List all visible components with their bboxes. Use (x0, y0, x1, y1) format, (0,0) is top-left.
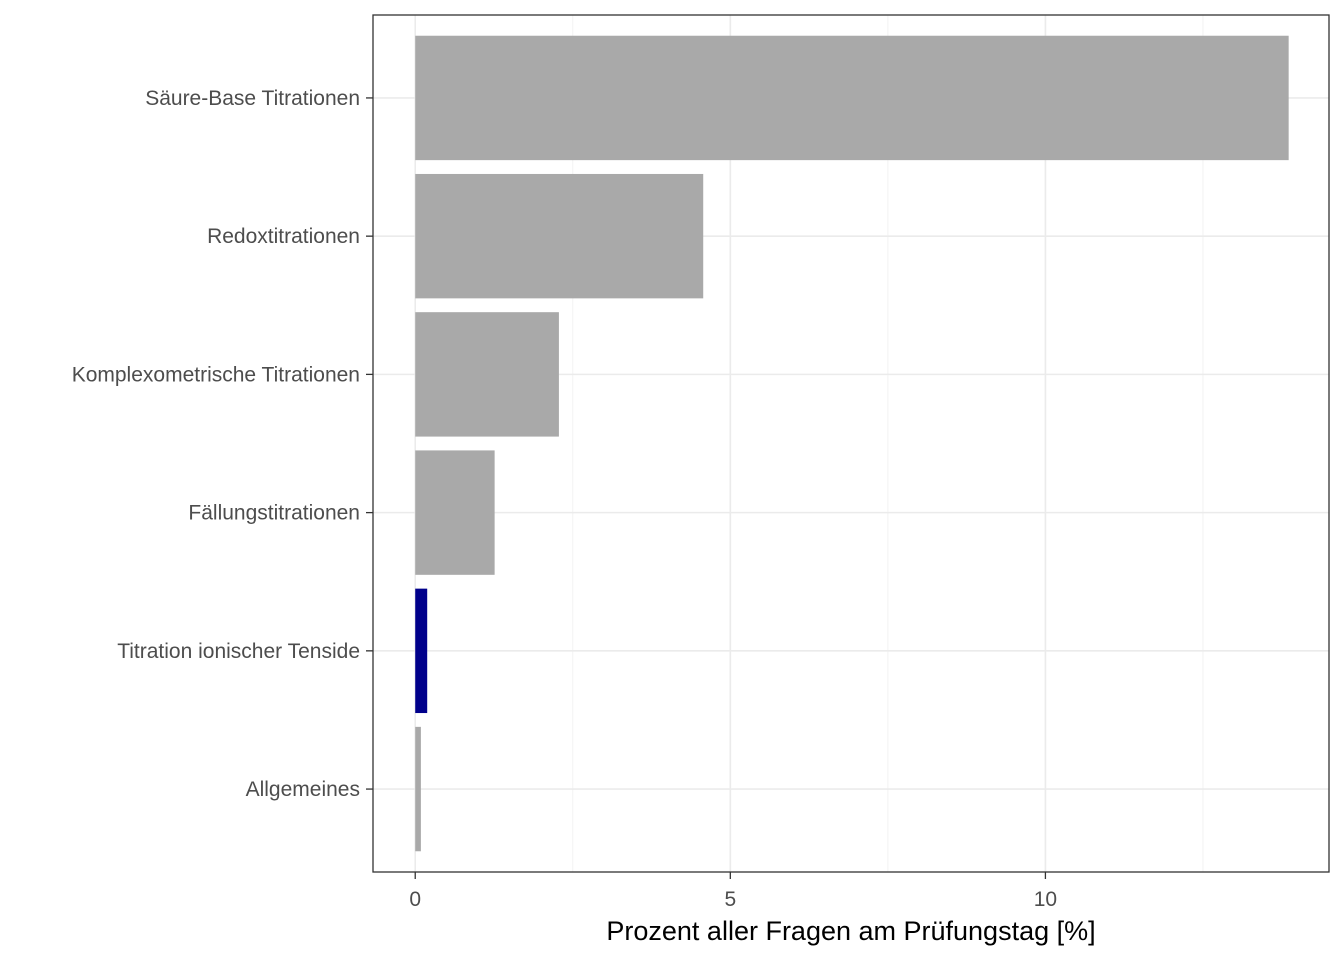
y-tick-label: Säure-Base Titrationen (145, 87, 360, 110)
y-tick-label: Allgemeines (246, 778, 360, 801)
y-tick-label: Redoxtitrationen (207, 225, 360, 248)
bars (415, 35, 1289, 852)
x-tick-label: 0 (409, 888, 421, 911)
y-tick-label: Komplexometrische Titrationen (72, 363, 360, 386)
bar (415, 450, 495, 575)
bar (415, 312, 559, 437)
y-axis: Säure-Base Titrationen Redoxtitrationen Ko… (72, 87, 373, 801)
x-tick-label: 10 (1034, 888, 1057, 911)
x-tick-label: 5 (724, 888, 736, 911)
y-tick-label: Fällungstitrationen (188, 502, 360, 525)
bar (415, 588, 428, 714)
y-tick-label: Titration ionischer Tenside (117, 640, 360, 663)
bar (415, 35, 1289, 161)
bar (415, 173, 704, 299)
x-axis: 0 5 10 (409, 872, 1057, 911)
panel-border (372, 14, 1330, 873)
x-axis-title: Prozent aller Fragen am Prüfungstag [%] (606, 916, 1095, 946)
bar (415, 726, 421, 852)
